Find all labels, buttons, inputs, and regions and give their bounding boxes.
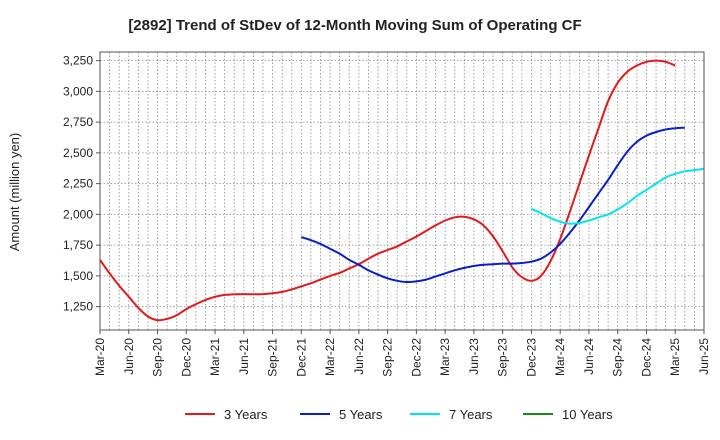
y-axis-label: Amount (million yen) [7,133,22,252]
y-tick-label: 3,000 [63,84,93,98]
x-tick-label: Mar-22 [323,338,337,376]
x-tick-label: Mar-25 [668,338,682,376]
x-tick-label: Jun-23 [467,338,481,375]
x-tick-label: Dec-20 [179,338,193,377]
legend-label: 5 Years [339,407,383,422]
legend-label: 10 Years [562,407,613,422]
x-tick-label: Jun-22 [352,338,366,375]
x-tick-label: Mar-20 [93,338,107,376]
grid-lines [100,52,704,330]
x-tick-label: Dec-21 [294,338,308,377]
legend-label: 7 Years [449,407,493,422]
series-line-7-years [530,167,705,225]
plot-frame [99,51,705,331]
x-tick-label: Mar-21 [208,338,222,376]
y-axis-ticks: 1,250 1,500 1,750 2,000 2,250 2,500 2,750 3,000… [63,54,100,314]
x-tick-label: Mar-24 [553,338,567,376]
x-tick-label: Dec-22 [409,338,423,377]
series-line-5-years [301,126,685,284]
x-tick-label: Sep-24 [611,338,625,377]
y-tick-label: 2,750 [63,115,93,129]
y-tick-label: 1,500 [63,269,93,283]
x-tick-label: Sep-21 [266,338,280,377]
x-tick-label: Jun-20 [122,338,136,375]
x-tick-label: Dec-24 [639,338,653,377]
series-line-3-years [99,59,676,322]
y-tick-label: 2,500 [63,146,93,160]
y-tick-label: 2,000 [63,207,93,221]
legend-label: 3 Years [224,407,268,422]
x-tick-label: Jun-25 [697,338,711,375]
legend: 3 Years 5 Years 7 Years 10 Years [185,407,613,422]
x-tick-label: Mar-23 [438,338,452,376]
x-tick-label: Dec-23 [524,338,538,377]
x-tick-label: Jun-24 [582,338,596,375]
x-tick-label: Sep-22 [381,338,395,377]
x-tick-label: Sep-23 [496,338,510,377]
x-axis-ticks: Mar-20 Jun-20 Sep-20 Dec-20 Mar-21 Jun-21 Sep-… [93,330,711,377]
y-tick-label: 2,250 [63,177,93,191]
x-tick-label: Jun-21 [237,338,251,375]
x-tick-label: Sep-20 [151,338,165,377]
series-lines [99,59,705,322]
y-tick-label: 1,750 [63,238,93,252]
chart-title: [2892] Trend of StDev of 12-Month Moving… [128,17,581,34]
y-tick-label: 1,250 [63,300,93,314]
y-tick-label: 3,250 [63,54,93,68]
